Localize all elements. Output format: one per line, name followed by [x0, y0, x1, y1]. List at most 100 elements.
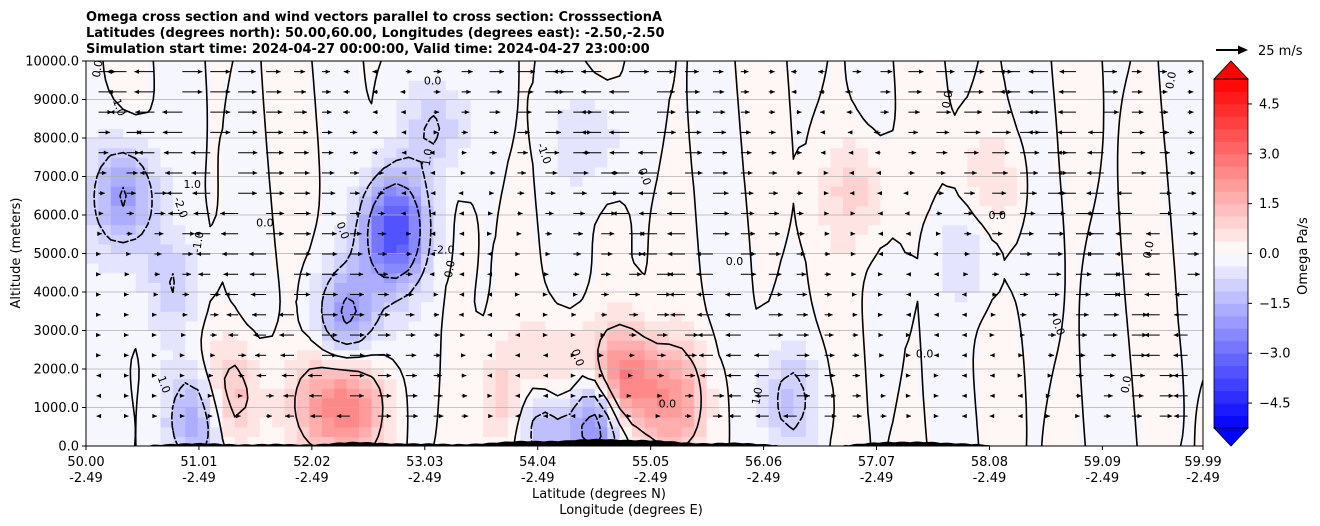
omega-cell — [234, 282, 248, 293]
omega-cell — [483, 61, 497, 72]
omega-cell — [148, 397, 162, 409]
omega-cell — [470, 234, 484, 245]
omega-cell — [1054, 195, 1068, 206]
wind-vector-head — [212, 332, 217, 338]
omega-cell — [135, 388, 149, 399]
wind-vector-head — [306, 272, 311, 277]
omega-cell — [135, 195, 149, 206]
omega-cell — [892, 311, 906, 322]
omega-cell — [520, 388, 534, 399]
omega-cell — [681, 388, 695, 399]
omega-cell — [359, 340, 373, 351]
omega-cell — [408, 272, 422, 283]
omega-cell — [582, 138, 596, 149]
omega-cell — [954, 118, 968, 129]
omega-cell — [992, 417, 1006, 428]
wind-vector-head — [751, 251, 756, 257]
wind-vector-head — [667, 191, 672, 196]
omega-cell — [110, 224, 124, 235]
wind-vector-head — [804, 332, 809, 338]
wind-vector-head — [977, 109, 982, 115]
wind-vector-head — [253, 332, 258, 338]
omega-cell — [594, 407, 608, 418]
omega-cell — [917, 89, 931, 101]
omega-cell — [172, 311, 186, 322]
wind-vector-head — [903, 191, 909, 196]
omega-cell — [185, 349, 199, 360]
omega-cell — [594, 118, 608, 129]
omega-cell — [520, 359, 534, 370]
omega-cell — [905, 138, 919, 149]
omega-cell — [1103, 89, 1117, 101]
omega-cell — [483, 263, 497, 274]
wind-vector-head — [796, 109, 802, 115]
omega-cell — [520, 330, 534, 341]
omega-cell — [321, 253, 335, 264]
omega-cell — [222, 369, 236, 380]
omega-cell — [743, 70, 757, 81]
omega-cell — [867, 426, 881, 437]
omega-cell — [172, 224, 186, 235]
omega-cell — [830, 224, 844, 235]
omega-cell — [607, 243, 621, 255]
omega-cell — [470, 157, 484, 168]
omega-cell — [1078, 234, 1092, 245]
omega-cell — [259, 301, 273, 312]
omega-cell — [768, 234, 782, 245]
omega-cell — [284, 138, 298, 149]
omega-cell — [929, 378, 943, 389]
omega-cell — [1041, 426, 1055, 437]
omega-cell — [110, 138, 124, 149]
omega-cell — [830, 340, 844, 351]
omega-cell — [346, 61, 360, 72]
omega-cell — [830, 436, 844, 446]
omega-cell — [867, 407, 881, 418]
omega-cell — [830, 176, 844, 187]
omega-cell — [421, 147, 435, 158]
omega-cell — [234, 292, 248, 303]
omega-cell — [929, 340, 943, 351]
omega-cell — [408, 320, 422, 332]
omega-cell — [1165, 292, 1179, 303]
omega-cell — [433, 253, 447, 264]
omega-cell — [160, 224, 174, 235]
omega-cell — [458, 138, 472, 149]
omega-cell — [992, 272, 1006, 283]
wind-vector-head — [962, 373, 967, 378]
omega-cell — [148, 243, 162, 255]
omega-cell — [805, 99, 819, 110]
omega-cell — [545, 282, 559, 293]
omega-cell — [1066, 89, 1080, 101]
omega-cell — [942, 349, 956, 360]
omega-cell — [1190, 80, 1203, 91]
omega-cell — [917, 436, 931, 446]
omega-cell — [470, 320, 484, 332]
omega-cell — [570, 243, 584, 255]
omega-cell — [123, 224, 137, 235]
omega-cell — [917, 426, 931, 437]
omega-cell — [632, 253, 646, 264]
omega-cell — [656, 282, 670, 293]
omega-cell — [669, 138, 683, 149]
omega-cell — [234, 330, 248, 341]
omega-cell — [309, 118, 323, 129]
omega-cell — [495, 176, 509, 187]
omega-cell — [532, 272, 546, 283]
omega-cell — [433, 205, 447, 216]
omega-cell — [706, 407, 720, 418]
omega-cell — [284, 176, 298, 187]
wind-vector-head — [190, 150, 196, 155]
omega-cell — [1140, 253, 1154, 264]
omega-cell — [557, 349, 571, 360]
omega-cell — [234, 378, 248, 389]
omega-cell — [905, 378, 919, 389]
wind-vector-head — [330, 191, 336, 196]
omega-cell — [421, 128, 435, 139]
omega-cell — [1140, 378, 1154, 389]
omega-cell — [1016, 80, 1030, 91]
omega-cell — [718, 89, 732, 101]
omega-cell — [718, 253, 732, 264]
omega-cell — [942, 378, 956, 389]
omega-cell — [545, 118, 559, 129]
omega-cell — [123, 378, 137, 389]
